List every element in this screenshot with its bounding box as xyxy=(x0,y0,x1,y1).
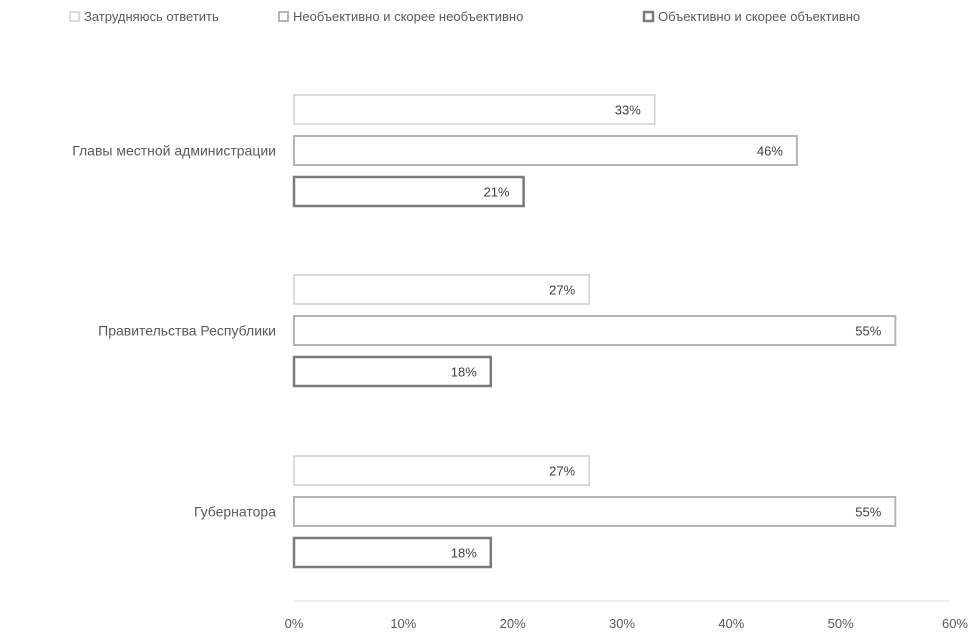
legend: Затрудняюсь ответить Необъективно и скоре… xyxy=(69,9,860,24)
tick-label: 50% xyxy=(828,616,854,631)
data-label: 27% xyxy=(549,283,575,298)
legend-label: Объективно и скорее объективно xyxy=(658,9,860,24)
data-label: 27% xyxy=(549,464,575,479)
legend-swatch xyxy=(278,11,289,22)
data-label: 55% xyxy=(855,324,881,339)
category-label: Правительства Республики xyxy=(98,323,276,339)
bar xyxy=(293,315,897,346)
legend-item: Необъективно и скорее необъективно xyxy=(278,9,523,24)
category-axis: Главы местной администрации Правительства… xyxy=(72,143,276,520)
bar xyxy=(292,355,493,388)
bar xyxy=(293,135,798,166)
data-label: 55% xyxy=(855,505,881,520)
bar xyxy=(293,274,590,305)
legend-label: Необъективно и скорее необъективно xyxy=(293,9,523,24)
tick-label: 10% xyxy=(390,616,416,631)
tick-label: 20% xyxy=(500,616,526,631)
bar xyxy=(293,455,590,486)
legend-swatch xyxy=(642,10,655,23)
bar xyxy=(293,94,656,125)
category-label: Губернатора xyxy=(194,504,276,520)
data-label: 33% xyxy=(615,103,641,118)
tick-label: 60% xyxy=(942,616,968,631)
tick-label: 30% xyxy=(609,616,635,631)
bar xyxy=(292,536,493,569)
legend-swatch xyxy=(69,11,80,22)
bar xyxy=(292,175,525,208)
legend-label: Затрудняюсь ответить xyxy=(84,9,219,24)
data-label: 46% xyxy=(757,144,783,159)
bars: 33% 46% 21% 27% 55% 18% 27% 55% 18% xyxy=(292,94,897,569)
tick-label: 0% xyxy=(285,616,304,631)
data-label: 18% xyxy=(451,546,477,561)
data-label: 18% xyxy=(451,365,477,380)
tick-label: 40% xyxy=(718,616,744,631)
bar xyxy=(293,496,897,527)
category-label: Главы местной администрации xyxy=(72,143,276,159)
data-label: 21% xyxy=(484,185,510,200)
legend-item: Объективно и скорее объективно xyxy=(642,9,860,24)
value-axis-ticks: 0% 10% 20% 30% 40% 50% 60% xyxy=(285,616,969,631)
legend-item: Затрудняюсь ответить xyxy=(69,9,219,24)
